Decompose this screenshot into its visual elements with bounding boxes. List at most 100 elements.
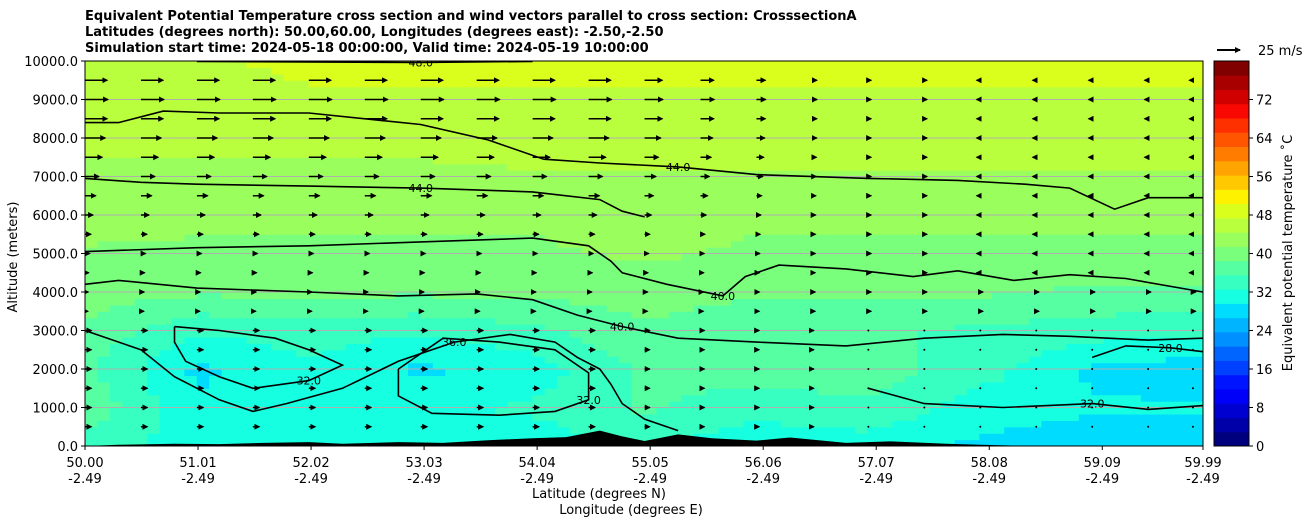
field-cell	[1066, 208, 1080, 216]
field-cell	[1091, 195, 1105, 203]
field-cell	[1004, 292, 1018, 300]
field-cell	[1128, 375, 1142, 383]
field-cell	[681, 343, 695, 351]
field-cell	[1103, 407, 1117, 415]
field-cell	[718, 253, 732, 261]
field-cell	[532, 336, 546, 344]
field-cell	[1078, 311, 1092, 319]
field-cell	[805, 426, 819, 434]
field-cell	[184, 131, 198, 139]
field-cell	[470, 112, 484, 120]
field-cell	[581, 272, 595, 280]
field-cell	[1103, 176, 1117, 184]
field-cell	[619, 125, 633, 133]
field-cell	[221, 99, 235, 107]
field-cell	[904, 163, 918, 171]
field-cell	[668, 202, 682, 210]
field-cell	[1116, 369, 1130, 377]
field-cell	[85, 221, 99, 229]
field-cell	[1128, 240, 1142, 248]
field-cell	[606, 279, 620, 287]
field-cell	[917, 388, 931, 396]
field-cell	[358, 349, 372, 357]
field-cell	[1066, 362, 1080, 370]
field-cell	[1190, 279, 1203, 287]
field-cell	[109, 343, 123, 351]
field-cell	[743, 272, 757, 280]
field-cell	[457, 375, 471, 383]
field-cell	[656, 227, 670, 235]
field-cell	[383, 189, 397, 197]
field-cell	[221, 182, 235, 190]
field-cell	[494, 375, 508, 383]
field-cell	[246, 439, 260, 446]
field-cell	[743, 99, 757, 107]
field-cell	[345, 195, 359, 203]
field-cell	[370, 298, 384, 306]
field-cell	[718, 176, 732, 184]
field-cell	[917, 433, 931, 441]
field-cell	[283, 433, 297, 441]
field-cell	[159, 99, 173, 107]
field-cell	[482, 349, 496, 357]
field-cell	[333, 259, 347, 267]
field-cell	[147, 105, 161, 113]
field-cell	[880, 336, 894, 344]
field-cell	[755, 336, 769, 344]
field-cell	[407, 394, 421, 402]
field-cell	[308, 93, 322, 101]
field-cell	[171, 426, 185, 434]
field-cell	[557, 349, 571, 357]
field-cell	[333, 118, 347, 126]
field-cell	[358, 394, 372, 402]
field-cell	[1078, 163, 1092, 171]
field-cell	[1029, 215, 1043, 223]
field-cell	[917, 413, 931, 421]
field-cell	[1140, 99, 1154, 107]
field-cell	[855, 420, 869, 428]
field-cell	[1116, 388, 1130, 396]
field-cell	[867, 394, 881, 402]
field-cell	[656, 157, 670, 165]
field-cell	[470, 125, 484, 133]
field-cell	[681, 182, 695, 190]
field-cell	[768, 93, 782, 101]
field-cell	[606, 144, 620, 152]
field-cell	[979, 195, 993, 203]
field-cell	[817, 112, 831, 120]
field-cell	[942, 407, 956, 415]
field-cell	[793, 105, 807, 113]
field-cell	[134, 227, 148, 235]
field-cell	[606, 285, 620, 293]
field-cell	[1128, 99, 1142, 107]
field-cell	[209, 381, 223, 389]
field-cell	[283, 420, 297, 428]
field-cell	[631, 336, 645, 344]
field-cell	[370, 195, 384, 203]
field-cell	[482, 247, 496, 255]
field-cell	[209, 208, 223, 216]
field-cell	[631, 170, 645, 178]
field-cell	[196, 93, 210, 101]
field-cell	[494, 266, 508, 274]
field-cell	[755, 195, 769, 203]
field-cell	[966, 401, 980, 409]
field-cell	[1128, 195, 1142, 203]
field-cell	[407, 221, 421, 229]
field-cell	[631, 253, 645, 261]
field-cell	[1053, 99, 1067, 107]
field-cell	[656, 208, 670, 216]
field-cell	[780, 285, 794, 293]
field-cell	[743, 401, 757, 409]
field-cell	[482, 202, 496, 210]
field-cell	[333, 343, 347, 351]
field-cell	[494, 240, 508, 248]
field-cell	[1066, 93, 1080, 101]
field-cell	[1078, 369, 1092, 377]
field-cell	[97, 150, 111, 158]
field-cell	[979, 144, 993, 152]
field-cell	[258, 426, 272, 434]
field-cell	[482, 266, 496, 274]
field-cell	[606, 157, 620, 165]
field-cell	[1004, 336, 1018, 344]
